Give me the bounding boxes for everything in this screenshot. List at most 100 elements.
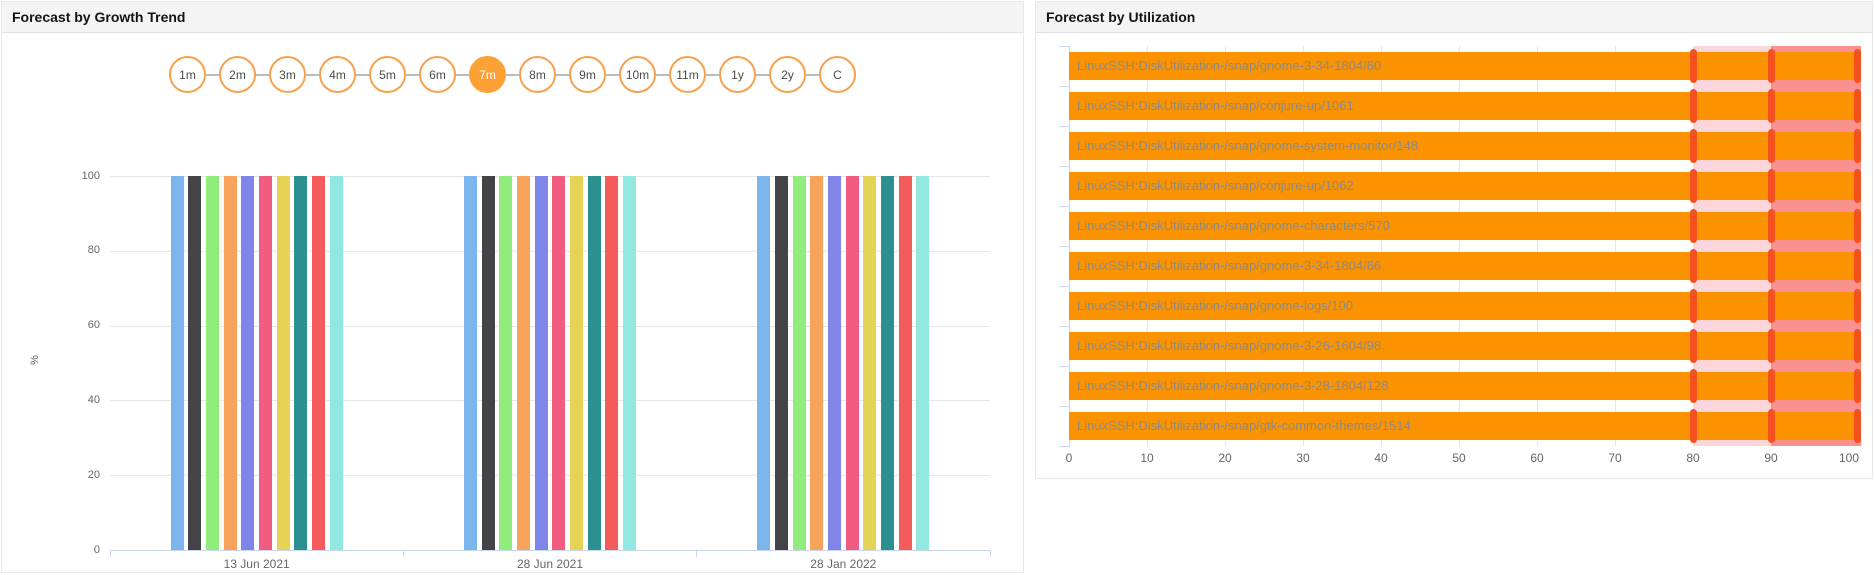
threshold-marker bbox=[1853, 89, 1861, 123]
utilization-bar-row[interactable]: LinuxSSH:DiskUtilization-/snap/gnome-sys… bbox=[1069, 132, 1861, 160]
panel-header: Forecast by Utilization bbox=[1036, 2, 1872, 33]
range-button-2m[interactable]: 2m bbox=[219, 56, 256, 93]
grid-line bbox=[1615, 46, 1616, 446]
panel-header: Forecast by Growth Trend bbox=[2, 2, 1023, 33]
utilization-bar-row[interactable]: LinuxSSH:DiskUtilization-/snap/gnome-log… bbox=[1069, 292, 1861, 320]
grid-line bbox=[110, 475, 990, 477]
utilization-bar-row[interactable]: LinuxSSH:DiskUtilization-/snap/conjure-u… bbox=[1069, 92, 1861, 120]
column-bar[interactable] bbox=[499, 176, 513, 550]
threshold-marker bbox=[1767, 369, 1775, 403]
threshold-marker bbox=[1689, 289, 1697, 323]
x-tick-label: 90 bbox=[1764, 451, 1778, 465]
bar-label: LinuxSSH:DiskUtilization-/snap/gnome-3-2… bbox=[1077, 338, 1382, 353]
column-bar[interactable] bbox=[916, 176, 930, 550]
selector-connector bbox=[406, 73, 419, 76]
column-bar[interactable] bbox=[258, 176, 272, 550]
column-bar[interactable] bbox=[205, 176, 219, 550]
range-button-3m[interactable]: 3m bbox=[269, 56, 306, 93]
axis-tick bbox=[1059, 286, 1069, 287]
column-bar[interactable] bbox=[464, 176, 477, 550]
utilization-bar-row[interactable]: LinuxSSH:DiskUtilization-/snap/conjure-u… bbox=[1069, 172, 1861, 200]
grid-line bbox=[110, 250, 990, 252]
bar-label: LinuxSSH:DiskUtilization-/snap/gnome-3-3… bbox=[1077, 258, 1382, 273]
y-tick-label: 40 bbox=[87, 393, 100, 406]
threshold-marker bbox=[1853, 369, 1861, 403]
range-button-11m[interactable]: 11m bbox=[669, 56, 706, 93]
range-button-4m[interactable]: 4m bbox=[319, 56, 356, 93]
column-bar[interactable] bbox=[605, 176, 619, 550]
range-button-9m[interactable]: 9m bbox=[569, 56, 606, 93]
bar-label: LinuxSSH:DiskUtilization-/snap/gnome-3-2… bbox=[1077, 378, 1389, 393]
column-bar[interactable] bbox=[810, 176, 824, 550]
column-bar[interactable] bbox=[552, 176, 566, 550]
bar-label: LinuxSSH:DiskUtilization-/snap/gtk-commo… bbox=[1077, 418, 1411, 433]
threshold-marker bbox=[1767, 89, 1775, 123]
page-title: Forecast by Growth Trend bbox=[12, 9, 186, 25]
grid-line bbox=[110, 400, 990, 402]
selector-connector bbox=[206, 73, 219, 76]
range-button-8m[interactable]: 8m bbox=[519, 56, 556, 93]
range-button-6m[interactable]: 6m bbox=[419, 56, 456, 93]
range-button-C[interactable]: C bbox=[819, 56, 856, 93]
x-tick-label: 60 bbox=[1530, 451, 1544, 465]
column-bar[interactable] bbox=[170, 176, 184, 550]
column-bar[interactable] bbox=[569, 176, 583, 550]
column-bar[interactable] bbox=[294, 176, 308, 550]
column-bar[interactable] bbox=[188, 176, 202, 550]
x-tick-label: 30 bbox=[1296, 451, 1310, 465]
utilization-bar-row[interactable]: LinuxSSH:DiskUtilization-/snap/gnome-3-3… bbox=[1069, 252, 1861, 280]
column-bar[interactable] bbox=[845, 176, 859, 550]
column-bar[interactable] bbox=[898, 176, 912, 550]
column-bar[interactable] bbox=[622, 176, 636, 550]
column-bar[interactable] bbox=[241, 176, 255, 550]
threshold-marker bbox=[1767, 129, 1775, 163]
selector-connector bbox=[706, 73, 719, 76]
column-bar[interactable] bbox=[792, 176, 806, 550]
range-button-5m[interactable]: 5m bbox=[369, 56, 406, 93]
range-button-1m[interactable]: 1m bbox=[169, 56, 206, 93]
threshold-marker bbox=[1689, 409, 1697, 443]
column-bar[interactable] bbox=[827, 176, 841, 550]
y-tick-label: 80 bbox=[87, 244, 100, 257]
column-bar[interactable] bbox=[880, 176, 894, 550]
range-button-1y[interactable]: 1y bbox=[719, 56, 756, 93]
range-button-10m[interactable]: 10m bbox=[619, 56, 656, 93]
category-label: 13 Jun 2021 bbox=[223, 557, 290, 571]
column-bar[interactable] bbox=[774, 176, 788, 550]
bar-label: LinuxSSH:DiskUtilization-/snap/gnome-log… bbox=[1077, 298, 1354, 313]
column-bar[interactable] bbox=[863, 176, 877, 550]
grid-line bbox=[1537, 46, 1538, 446]
threshold-marker bbox=[1767, 169, 1775, 203]
selector-connector bbox=[556, 73, 569, 76]
column-bar[interactable] bbox=[329, 176, 343, 550]
column-bar[interactable] bbox=[276, 176, 290, 550]
column-bar[interactable] bbox=[516, 176, 530, 550]
threshold-marker bbox=[1767, 249, 1775, 283]
utilization-bar-row[interactable]: LinuxSSH:DiskUtilization-/snap/gnome-3-2… bbox=[1069, 372, 1861, 400]
column-bar[interactable] bbox=[481, 176, 495, 550]
threshold-marker bbox=[1853, 329, 1861, 363]
axis-tick bbox=[696, 550, 698, 557]
x-tick-label: 40 bbox=[1374, 451, 1388, 465]
selector-connector bbox=[356, 73, 369, 76]
grid-line bbox=[1147, 46, 1148, 446]
utilization-bar-row[interactable]: LinuxSSH:DiskUtilization-/snap/gnome-cha… bbox=[1069, 212, 1861, 240]
time-range-selector: 1m 2m 3m 4m 5m 6m 7m 8m 9m 10m 11m 1y 2y C bbox=[2, 56, 1023, 93]
utilization-bar-row[interactable]: LinuxSSH:DiskUtilization-/snap/gnome-3-3… bbox=[1069, 52, 1861, 80]
column-bar[interactable] bbox=[587, 176, 601, 550]
threshold-marker bbox=[1853, 289, 1861, 323]
column-bar[interactable] bbox=[534, 176, 548, 550]
threshold-marker bbox=[1853, 409, 1861, 443]
utilization-bar-row[interactable]: LinuxSSH:DiskUtilization-/snap/gtk-commo… bbox=[1069, 412, 1861, 440]
axis-tick bbox=[989, 550, 991, 557]
utilization-bar-row[interactable]: LinuxSSH:DiskUtilization-/snap/gnome-3-2… bbox=[1069, 332, 1861, 360]
column-bar[interactable] bbox=[223, 176, 237, 550]
selector-connector bbox=[456, 73, 469, 76]
column-bar[interactable] bbox=[311, 176, 325, 550]
axis-tick bbox=[109, 550, 111, 557]
range-button-2y[interactable]: 2y bbox=[769, 56, 806, 93]
axis-tick bbox=[1059, 326, 1069, 327]
column-bar[interactable] bbox=[757, 176, 771, 550]
range-button-7m[interactable]: 7m bbox=[469, 56, 506, 93]
grid-line bbox=[1303, 46, 1304, 446]
